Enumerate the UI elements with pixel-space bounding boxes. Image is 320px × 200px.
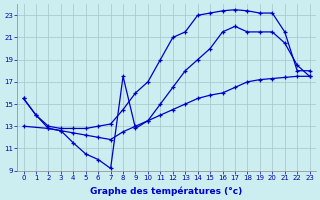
X-axis label: Graphe des températures (°c): Graphe des températures (°c) — [91, 186, 243, 196]
